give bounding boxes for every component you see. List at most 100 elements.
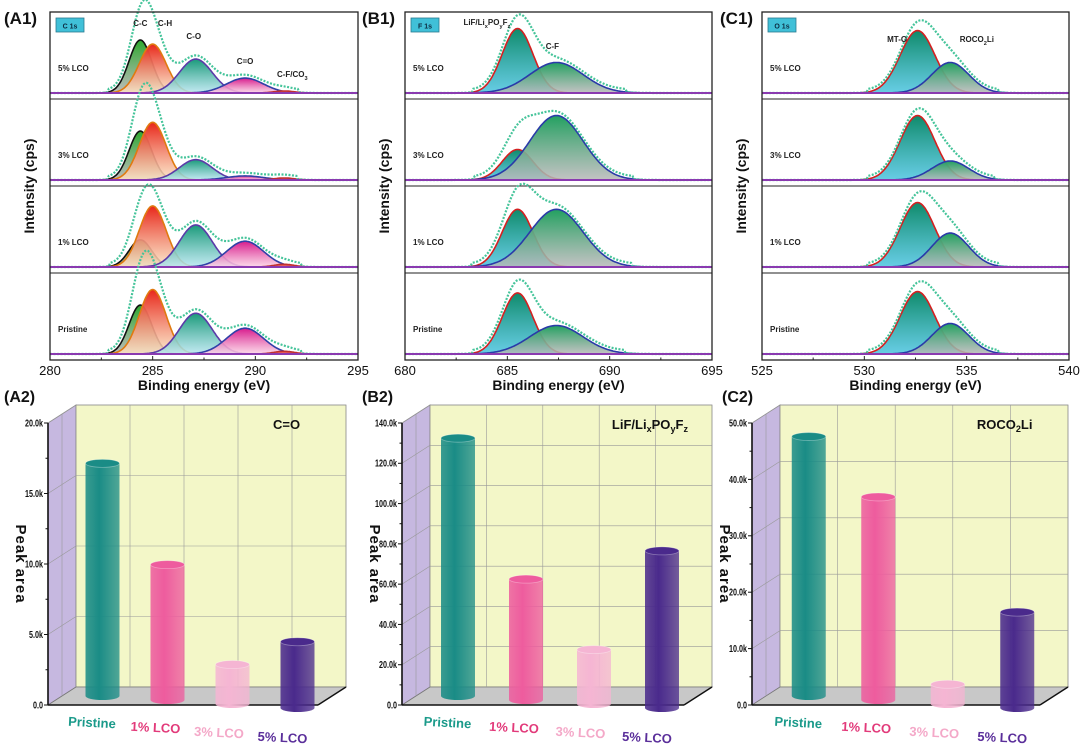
bar-top (85, 458, 120, 468)
spectrum-row: 5% LCO (50, 0, 358, 95)
bar-top (860, 492, 896, 502)
y-tick-label: 10.0k (25, 558, 43, 570)
series-label: 3% LCO (413, 151, 444, 160)
component-curve (471, 208, 642, 268)
bar (644, 546, 680, 712)
x-axis-label: Binding energy (eV) (849, 377, 981, 393)
x-tick-label: 280 (39, 363, 61, 378)
spectrum-panel-C1: (C1) 5% LCO 3% LCO 1% LCO Pristine O 1s MT-O RO… (720, 9, 1080, 393)
category-label: 1% LCO (489, 719, 540, 737)
region-label: F 1s (418, 24, 432, 31)
spectrum-row: Pristine (405, 278, 712, 356)
spectrum-panel-B1: (B1) 5% LCO 3% LCO 1% LCO Pristine F 1s LiF/Li… (362, 9, 723, 393)
panel-label: (B2) (362, 389, 393, 406)
spectrum-row: 3% LCO (405, 109, 712, 182)
category-label: Pristine (68, 714, 116, 731)
series-label: 1% LCO (770, 238, 801, 247)
bar-body (577, 649, 611, 708)
bar (930, 679, 966, 708)
series-label: Pristine (770, 325, 800, 334)
panel-label: (A1) (4, 9, 37, 28)
bar-top (440, 433, 476, 443)
category-label: 3% LCO (555, 724, 606, 742)
y-tick-label: 5.0k (29, 629, 43, 641)
category-label: 1% LCO (841, 719, 892, 737)
bar (791, 432, 827, 700)
panel-label: (B1) (362, 9, 395, 28)
series-label: 3% LCO (770, 151, 801, 160)
bar-top (280, 637, 315, 647)
region-label: O 1s (774, 24, 789, 31)
category-label: 5% LCO (622, 729, 673, 747)
y-tick-label: 10.0k (729, 643, 747, 655)
bar-top (508, 574, 544, 584)
x-tick-label: 685 (496, 363, 518, 378)
bar-panel-C2: (C2) 0.0 10.0k 20.0k 30.0k 40.0k 50.0k Peak are… (716, 389, 1070, 746)
depth-axis-line (1039, 686, 1069, 706)
panel-label: (A2) (4, 389, 35, 406)
x-tick-label: 680 (394, 363, 416, 378)
y-tick-label: 100.0k (375, 498, 397, 510)
panel-label: (C1) (720, 9, 753, 28)
category-label: 1% LCO (130, 719, 181, 737)
category-label: 3% LCO (909, 724, 960, 742)
spectrum-row: 3% LCO (50, 81, 358, 182)
depth-axis-line (317, 686, 347, 706)
bar (440, 433, 476, 700)
envelope-curve (405, 109, 712, 182)
depth-axis-line (683, 686, 713, 706)
bar-body (215, 664, 250, 708)
series-label: 3% LCO (58, 151, 89, 160)
spectrum-row: 5% LCO (405, 13, 712, 95)
component-fill (471, 209, 642, 267)
bar-top (215, 660, 250, 669)
series-label: 1% LCO (413, 238, 444, 247)
bar-top (576, 645, 612, 655)
y-tick-label: 40.0k (729, 474, 747, 486)
y-tick-label: 20.0k (25, 417, 43, 429)
bar-top (150, 560, 185, 570)
series-label: Pristine (413, 325, 443, 334)
bar (860, 492, 896, 704)
bar (215, 660, 250, 708)
series-label: 1% LCO (58, 238, 89, 247)
y-axis-label: Intensity (cps) (733, 139, 749, 234)
bar (150, 560, 185, 704)
y-tick-label: 120.0k (375, 457, 397, 469)
annotation-label: ROCO2Li (977, 417, 1033, 434)
x-tick-label: 690 (599, 363, 621, 378)
category-label: 3% LCO (194, 724, 245, 742)
category-label: 5% LCO (257, 729, 308, 747)
bar-top (930, 679, 966, 689)
series-label: 5% LCO (58, 64, 89, 73)
bar-body (1000, 612, 1035, 712)
bar-panel-B2: (B2) 0.0 20.0k 40.0k 60.0k 80.0k 100.0k 120.0k 1… (362, 389, 714, 747)
series-label: 5% LCO (770, 64, 801, 73)
bar-body (930, 684, 965, 708)
panel-label: (C2) (722, 389, 753, 406)
peak-label: C-F/CO3 (277, 70, 308, 82)
y-axis-label: Intensity (cps) (21, 139, 37, 234)
bar-body (441, 438, 475, 700)
region-label: C 1s (63, 24, 78, 31)
x-axis-label: Binding energy (eV) (492, 377, 624, 393)
component-curve (891, 61, 1010, 94)
spectrum-row: 1% LCO (762, 190, 1069, 269)
bar-body (791, 436, 826, 700)
y-axis-label: Peak area (716, 524, 733, 603)
bar (576, 645, 612, 708)
y-tick-label: 0.0 (737, 699, 747, 711)
series-label: 5% LCO (413, 64, 444, 73)
component-curve (471, 114, 642, 181)
spectrum-row: 3% LCO (762, 107, 1069, 182)
bar (85, 458, 120, 700)
y-tick-label: 50.0k (729, 417, 747, 429)
x-tick-label: 695 (701, 363, 723, 378)
peak-label: C-C (133, 19, 147, 28)
component-curve (471, 324, 642, 355)
bar-body (861, 496, 896, 704)
bar-body (150, 564, 185, 704)
bar-top (644, 546, 680, 556)
spectrum-row: 1% LCO (405, 182, 712, 269)
